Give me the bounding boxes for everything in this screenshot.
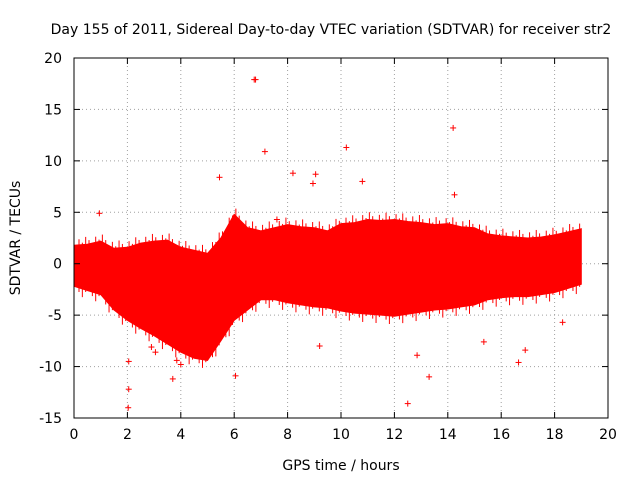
y-tick-label: 20 <box>44 51 62 67</box>
outlier-point <box>148 344 155 351</box>
outlier-point <box>359 178 366 185</box>
outlier-point <box>515 359 522 366</box>
axis-layer: 0 2 4 6 8 10 12 14 16 18 20 -15 -10 -5 0 5 10 15 20 <box>39 51 617 443</box>
outlier-point <box>289 170 296 177</box>
y-tick-label: 15 <box>44 102 62 118</box>
x-axis-label: GPS time / hours <box>282 458 399 474</box>
outlier-point <box>225 307 232 313</box>
outlier-point <box>152 349 159 356</box>
outlier-point <box>522 347 529 354</box>
outlier-point <box>169 375 176 382</box>
outlier-point <box>450 124 457 131</box>
x-tick-label: 0 <box>70 427 79 443</box>
y-tick-label: 5 <box>53 205 62 221</box>
chart-title: Day 155 of 2011, Sidereal Day-to-day VTE… <box>51 22 612 38</box>
x-tick-label: 12 <box>385 427 403 443</box>
x-tick-label: 10 <box>332 427 350 443</box>
y-axis-label: SDTVAR / TECUs <box>8 181 24 296</box>
y-tick-label: 10 <box>44 154 62 170</box>
outlier-layer <box>96 76 566 411</box>
outlier-point <box>177 361 184 368</box>
x-tick-label: 2 <box>123 427 132 443</box>
outlier-point <box>309 180 316 187</box>
y-tick-label: 0 <box>53 257 62 273</box>
outlier-point <box>404 400 411 407</box>
data-band-layer <box>73 208 582 368</box>
outlier-point <box>414 352 421 359</box>
outlier-point <box>125 404 132 411</box>
x-tick-label: 8 <box>283 427 292 443</box>
x-tick-label: 20 <box>599 427 617 443</box>
data-band <box>73 213 582 361</box>
outlier-point <box>480 338 487 345</box>
outlier-point <box>451 191 458 198</box>
outlier-point <box>125 386 132 393</box>
outlier-point <box>125 358 132 365</box>
outlier-point <box>261 148 268 155</box>
outlier-point <box>559 319 566 326</box>
y-tick-label: -5 <box>48 308 62 324</box>
outlier-point <box>232 372 239 379</box>
outlier-point <box>273 216 280 223</box>
y-tick-label: -10 <box>39 360 62 376</box>
outlier-point <box>343 144 350 151</box>
outlier-point <box>312 171 319 178</box>
x-tick-label: 4 <box>176 427 185 443</box>
x-tick-label: 6 <box>230 427 239 443</box>
x-tick-label: 14 <box>439 427 457 443</box>
y-tick-label: -15 <box>39 411 62 427</box>
x-tick-label: 18 <box>546 427 564 443</box>
x-tick-label: 16 <box>492 427 510 443</box>
outlier-point <box>96 210 103 217</box>
outlier-point <box>216 174 223 181</box>
outlier-point <box>252 76 259 83</box>
outlier-point <box>426 373 433 380</box>
outlier-point <box>173 357 180 364</box>
outlier-point <box>316 343 323 349</box>
